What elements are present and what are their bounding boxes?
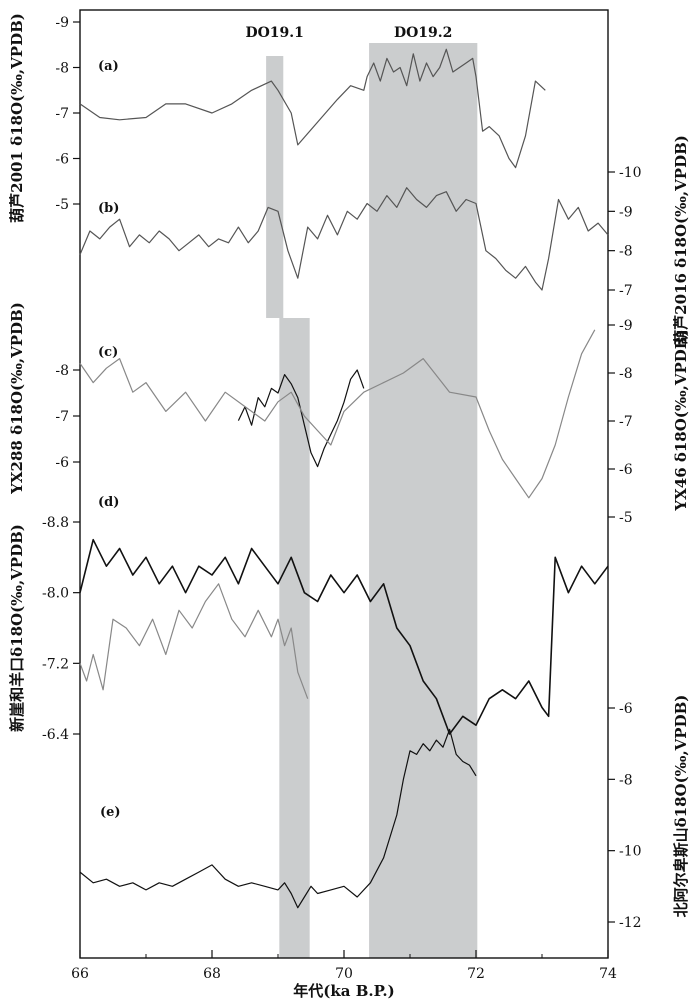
shaded-band-2	[279, 318, 310, 958]
panel-4-tick-label-1: -8.0	[42, 586, 69, 602]
panel-5-axis-title: 北阿尔卑斯山δ18O(‰,VPDB)	[672, 695, 690, 918]
panel-1-axis-title: 葫芦2016 δ18O(‰,VPDB)	[672, 135, 690, 345]
panel-2-axis-title: YX288 δ18O(‰,VPDB)	[8, 302, 26, 495]
panel-0-tick-label-4: -5	[55, 197, 69, 213]
panel-5-series-0-line	[79, 728, 477, 909]
panel-0-tick-label-1: -8	[55, 61, 69, 77]
x-axis-title: 年代(ka B.P.)	[293, 982, 394, 1000]
panel-5-tick-label-1: -8	[619, 772, 633, 788]
panel-1-tick-label-0: -10	[619, 165, 642, 181]
shaded-band-3	[369, 43, 478, 958]
panel-0-axis-title: 葫芦2001 δ18O(‰,VPDB)	[8, 13, 26, 223]
plot-frame	[79, 9, 609, 959]
panel-2-tick-label-0: -8	[55, 363, 69, 379]
panel-0-tick-label-2: -7	[55, 106, 69, 122]
panel-label-5: (e)	[100, 805, 121, 820]
panel-0-series-0-line	[79, 48, 546, 169]
x-tick-label-3: 72	[467, 966, 485, 982]
panel-3-series-0-line	[79, 329, 596, 499]
panel-3-tick-label-0: -9	[619, 318, 633, 334]
panel-3-tick-label-3: -6	[619, 462, 633, 478]
panel-4-series-1-line	[79, 583, 309, 699]
panel-label-2: (c)	[98, 345, 118, 360]
panel-3-tick-label-1: -8	[619, 366, 633, 382]
panel-5-tick-label-0: -6	[619, 701, 633, 717]
panel-4-tick-label-0: -8.8	[42, 515, 69, 531]
x-tick-label-0: 66	[71, 966, 89, 982]
panel-3-tick-label-2: -7	[619, 414, 633, 430]
x-tick-label-4: 74	[599, 966, 617, 982]
panel-label-4: (d)	[98, 495, 119, 510]
band-label-3: DO19.2	[394, 25, 452, 41]
panel-label-1: (b)	[98, 201, 119, 216]
panel-1-tick-label-3: -7	[619, 283, 633, 299]
band-label-1: DO19.1	[245, 25, 303, 41]
panel-5-tick-label-2: -10	[619, 844, 642, 860]
panel-3-axis-title: YX46 δ18O(‰,VPDB)	[672, 329, 690, 511]
panel-0-tick-label-3: -6	[55, 152, 69, 168]
panel-1-tick-label-1: -9	[619, 204, 633, 220]
x-tick-label-2: 70	[335, 966, 353, 982]
panel-1-series-0-line	[79, 187, 609, 291]
panel-4-tick-label-2: -7.2	[42, 656, 69, 672]
panel-4-tick-label-3: -6.4	[42, 727, 69, 743]
x-tick-label-1: 68	[203, 966, 221, 982]
panel-2-tick-label-1: -7	[55, 409, 69, 425]
panel-4-series-0-line	[79, 538, 609, 735]
panel-0-tick-label-0: -9	[55, 15, 69, 31]
panel-1-tick-label-2: -8	[619, 244, 633, 260]
panel-2-tick-label-2: -6	[55, 455, 69, 471]
panel-4-axis-title: 新崖和羊口δ18O(‰,VPDB)	[8, 524, 26, 732]
panel-3-tick-label-4: -5	[619, 510, 633, 526]
panel-5-tick-label-3: -12	[619, 915, 642, 931]
panel-label-0: (a)	[98, 59, 119, 74]
shaded-band-1	[266, 56, 284, 318]
